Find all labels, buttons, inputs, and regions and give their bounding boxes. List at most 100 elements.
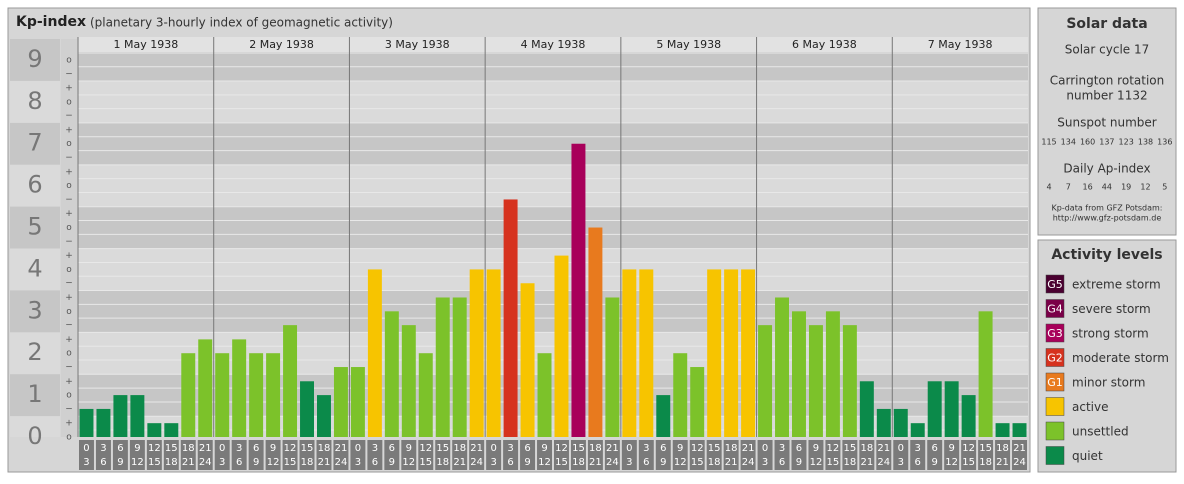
legend-swatch [1045,397,1065,416]
hour-box [197,440,213,470]
legend-code: G5 [1047,278,1063,291]
hour-box [808,440,824,470]
hour-to: 6 [779,457,785,468]
bar [792,311,806,437]
y-label-band [10,332,60,375]
hour-to: 24 [199,457,212,468]
bar [333,367,348,437]
y-tick-label: 4 [27,254,42,282]
minor-tick-label: − [65,69,73,79]
hour-box [672,440,688,470]
ap-value: 44 [1102,183,1112,192]
hour-box [299,440,315,470]
bar [96,408,111,437]
bar [808,325,823,437]
y-tick-label: 6 [27,171,42,199]
hour-box [435,440,451,470]
hour-from: 6 [117,443,123,454]
hour-from: 12 [555,443,568,454]
bar [673,353,688,437]
bar [300,381,314,437]
band [78,122,1028,165]
legend-swatch [1045,372,1065,392]
hour-to: 3 [355,457,361,468]
hour-to: 15 [962,457,975,468]
hour-box [791,440,807,470]
bar [198,339,213,437]
hour-box [469,440,485,470]
hour-to: 3 [626,457,632,468]
solar-panel [1037,7,1177,236]
bar [707,269,722,437]
minor-tick-label: + [65,419,73,429]
hour-to: 15 [691,457,704,468]
hour-box [503,440,519,470]
hour-box [129,440,145,470]
legend-swatch [1045,299,1065,318]
bar [367,269,382,437]
bar [1012,423,1027,437]
y-label-band [10,206,60,249]
ap-value: 16 [1083,183,1093,192]
hour-box [79,440,94,470]
bar [283,325,298,437]
hour-from: 12 [284,443,297,454]
day-header [756,37,893,52]
hour-to: 21 [182,457,195,468]
hour-from: 21 [335,443,348,454]
hour-from: 12 [962,443,975,454]
hour-box [265,440,281,470]
hour-from: 21 [470,443,483,454]
hour-to: 12 [674,457,687,468]
chart-subtitle: (planetary 3-hourly index of geomagnetic… [90,16,393,30]
hour-box [655,440,671,470]
hour-from: 18 [453,443,466,454]
sunspot: 136 [1157,138,1172,147]
hour-box [859,440,875,470]
minor-tick-label: + [65,293,73,303]
bar [910,423,925,437]
hour-box [961,440,977,470]
day-label: 7 May 1938 [928,38,993,51]
hour-box [995,440,1011,470]
hour-box [604,440,620,470]
hour-to: 6 [507,457,513,468]
bar [537,353,552,437]
hour-to: 21 [318,457,331,468]
source: Kp-data from GFZ Potsdam: [1052,204,1163,213]
hour-from: 3 [100,443,106,454]
legend-label: active [1072,400,1108,414]
hour-from: 21 [742,443,755,454]
minor-tick-label: o [66,433,72,443]
hour-from: 18 [589,443,602,454]
band [78,290,1028,333]
hour-to: 24 [335,457,348,468]
bar [605,297,620,437]
bar [486,269,501,437]
bar [859,381,874,437]
hour-from: 6 [932,443,938,454]
bar [317,395,331,437]
legend-label: minor storm [1072,376,1145,390]
day-label: 1 May 1938 [113,38,178,51]
bar [961,395,976,437]
y-tick-label: 3 [27,296,42,324]
hour-box [367,440,383,470]
hour-box [112,440,128,470]
y-tick-label: 0 [27,422,42,450]
band [78,206,1028,249]
hour-box [333,440,349,470]
hour-to: 21 [860,457,873,468]
ap-value: 5 [1162,183,1167,192]
bar [944,381,959,437]
minor-tick-label: − [65,237,73,247]
hour-box [910,440,926,470]
legend-swatch [1045,348,1065,367]
bar [876,408,891,437]
minor-tick-label: − [65,279,73,289]
y-tick-label: 8 [27,87,42,115]
sunspot: 137 [1099,138,1114,147]
hour-box [248,440,264,470]
day-label: 5 May 1938 [656,38,721,51]
rotation: Carrington rotation [1050,74,1164,88]
